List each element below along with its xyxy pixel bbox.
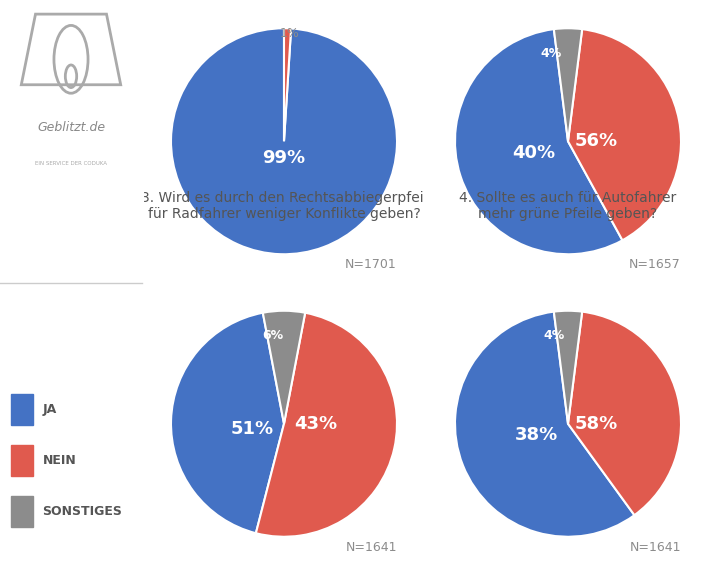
Text: 4%: 4% <box>544 329 565 342</box>
Text: 51%: 51% <box>231 420 274 438</box>
Wedge shape <box>455 29 623 254</box>
Text: 99%: 99% <box>263 149 305 167</box>
Bar <box>11 394 33 425</box>
Text: Geblitzt.de: Geblitzt.de <box>37 120 105 134</box>
Title: 3. Wird es durch den Rechtsabbiegerpfeil
für Radfahrer weniger Konflikte geben?: 3. Wird es durch den Rechtsabbiegerpfeil… <box>141 190 427 221</box>
Wedge shape <box>568 312 681 515</box>
Text: NEIN: NEIN <box>43 454 77 467</box>
Wedge shape <box>455 312 635 537</box>
Text: N=1641: N=1641 <box>346 541 397 554</box>
Text: 38%: 38% <box>515 426 558 444</box>
Bar <box>11 445 33 476</box>
Text: 56%: 56% <box>574 132 618 150</box>
Text: N=1701: N=1701 <box>345 258 397 271</box>
Wedge shape <box>554 28 582 141</box>
Title: 4. Sollte es auch für Autofahrer
mehr grüne Pfeile geben?: 4. Sollte es auch für Autofahrer mehr gr… <box>459 190 677 221</box>
Text: 40%: 40% <box>513 144 556 162</box>
Text: 43%: 43% <box>294 415 337 433</box>
Text: 58%: 58% <box>574 415 618 433</box>
Text: 1%: 1% <box>280 27 300 41</box>
Wedge shape <box>263 311 305 424</box>
Text: 6%: 6% <box>262 329 283 342</box>
Wedge shape <box>171 28 397 254</box>
Text: EIN SERVICE DER CODUKA: EIN SERVICE DER CODUKA <box>35 162 107 166</box>
Wedge shape <box>171 313 284 533</box>
Bar <box>11 496 33 527</box>
Text: 4%: 4% <box>540 46 562 60</box>
Wedge shape <box>284 28 291 141</box>
Text: N=1657: N=1657 <box>629 258 681 271</box>
Text: JA: JA <box>43 403 57 416</box>
Wedge shape <box>256 313 397 537</box>
Wedge shape <box>554 311 582 424</box>
Text: SONSTIGES: SONSTIGES <box>43 505 123 518</box>
Wedge shape <box>568 29 681 240</box>
Text: N=1641: N=1641 <box>630 541 681 554</box>
